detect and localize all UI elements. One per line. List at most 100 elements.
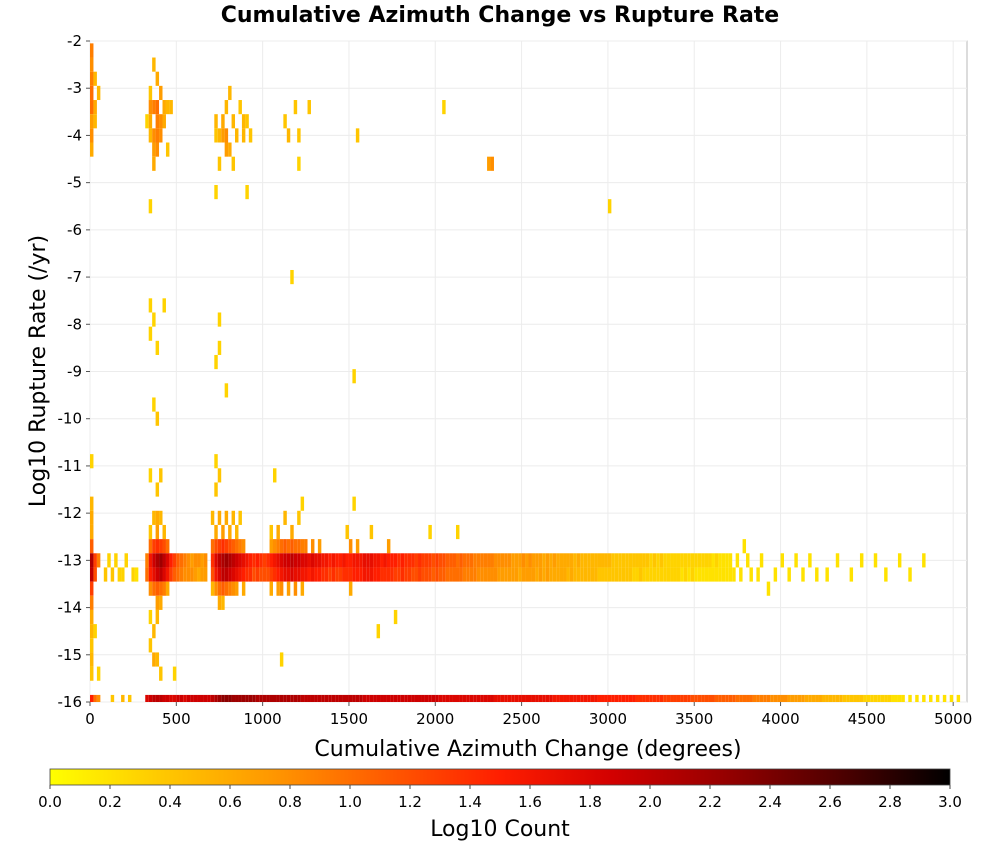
heatmap-cell: [162, 114, 166, 129]
heatmap-cell: [183, 567, 187, 582]
heatmap-cell: [338, 567, 343, 582]
heatmap-cell: [732, 694, 736, 702]
heatmap-cell: [145, 553, 149, 568]
heatmap-cell: [638, 553, 643, 568]
heatmap-cell: [345, 524, 349, 540]
heatmap-cell: [155, 411, 160, 426]
heatmap-cell: [469, 694, 474, 702]
heatmap-cell: [238, 694, 242, 702]
heatmap-cell: [621, 553, 626, 568]
heatmap-cell: [310, 553, 315, 568]
heatmap-cell: [348, 539, 353, 554]
heatmap-cell: [110, 567, 115, 582]
heatmap-cell: [96, 85, 101, 101]
heatmap-cell: [159, 128, 163, 143]
heatmap-cell: [645, 567, 650, 582]
heatmap-cell: [728, 553, 733, 568]
heatmap-cell: [317, 539, 322, 554]
heatmap-cell: [632, 567, 636, 582]
heatmap-cell: [808, 694, 812, 702]
heatmap-cell: [908, 567, 912, 582]
heatmap-cell: [155, 652, 160, 667]
heatmap-cell: [418, 694, 422, 702]
heatmap-cell: [766, 581, 771, 596]
heatmap-cell: [241, 581, 246, 596]
heatmap-cell: [528, 694, 532, 702]
heatmap-cell: [345, 567, 349, 582]
colorbar: [49, 768, 951, 786]
heatmap-cell: [480, 567, 484, 582]
heatmap-cell: [466, 567, 470, 582]
heatmap-cell: [217, 510, 222, 525]
heatmap-cell: [155, 114, 160, 129]
heatmap-cell: [438, 553, 443, 568]
heatmap-cell: [331, 553, 336, 568]
heatmap-cell: [348, 553, 353, 568]
heatmap-cell: [411, 553, 415, 568]
heatmap-cell: [262, 694, 267, 702]
heatmap-cell: [390, 567, 394, 582]
heatmap-cell: [445, 694, 450, 702]
heatmap-cell: [93, 553, 97, 568]
heatmap-cell: [179, 567, 184, 582]
heatmap-cell: [645, 694, 650, 702]
heatmap-cell: [245, 694, 249, 702]
colorbar-tick-label: 3.0: [938, 793, 962, 811]
heatmap-cell: [279, 553, 284, 568]
heatmap-cell: [307, 553, 311, 568]
heatmap-cell: [214, 482, 218, 497]
colorbar-tick-label: 1.4: [458, 793, 482, 811]
heatmap-cell: [773, 567, 778, 582]
heatmap-cell: [165, 100, 170, 115]
heatmap-cell: [241, 128, 246, 143]
heatmap-cell: [455, 567, 460, 582]
heatmap-cell: [393, 694, 398, 702]
heatmap-cell: [169, 100, 173, 115]
heatmap-cell: [279, 567, 284, 582]
y-tick-label: -9: [67, 363, 82, 381]
heatmap-cell: [231, 156, 236, 171]
heatmap-cell: [490, 553, 494, 568]
heatmap-cell: [352, 694, 356, 702]
heatmap-cell: [96, 553, 101, 568]
heatmap-cell: [542, 553, 546, 568]
heatmap-cell: [397, 694, 401, 702]
heatmap-cell: [293, 539, 298, 554]
heatmap-cell: [683, 553, 688, 568]
heatmap-cell: [165, 142, 170, 157]
heatmap-cell: [90, 624, 94, 639]
heatmap-cell: [152, 652, 156, 667]
heatmap-cell: [794, 553, 798, 568]
heatmap-cell: [556, 553, 560, 568]
heatmap-cell: [459, 567, 463, 582]
heatmap-cell: [694, 694, 698, 702]
heatmap-cell: [635, 553, 639, 568]
heatmap-cell: [407, 694, 412, 702]
x-tick-label: 5000: [934, 710, 972, 728]
heatmap-cell: [380, 694, 384, 702]
heatmap-cell: [663, 694, 667, 702]
heatmap-cell: [228, 142, 232, 157]
heatmap-cell: [90, 100, 94, 115]
heatmap-cell: [766, 694, 771, 702]
heatmap-cell: [221, 581, 225, 596]
heatmap-cell: [228, 553, 232, 568]
heatmap-cell: [611, 553, 615, 568]
heatmap-cell: [483, 567, 488, 582]
heatmap-cell: [815, 694, 819, 702]
heatmap-cell: [352, 369, 356, 384]
heatmap-cell: [666, 694, 671, 702]
heatmap-cell: [245, 185, 249, 200]
heatmap-cell: [355, 553, 360, 568]
heatmap-cell: [397, 567, 401, 582]
heatmap-cell: [435, 567, 439, 582]
heatmap-cell: [493, 553, 498, 568]
heatmap-cell: [297, 567, 301, 582]
heatmap-cell: [221, 128, 225, 143]
heatmap-cell: [345, 553, 349, 568]
heatmap-cell: [90, 638, 94, 653]
heatmap-cell: [266, 694, 270, 702]
heatmap-cell: [449, 694, 453, 702]
heatmap-cell: [159, 510, 163, 525]
heatmap-cell: [217, 128, 222, 143]
